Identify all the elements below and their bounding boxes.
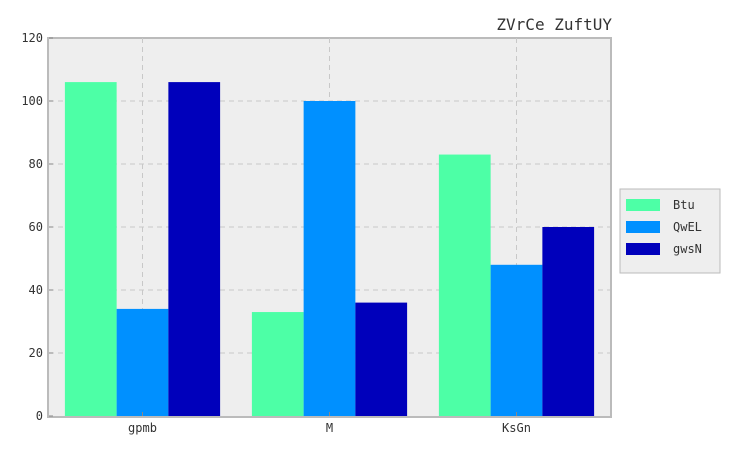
bar-QwEL-M <box>303 101 356 416</box>
legend-label: gwsN <box>673 242 702 256</box>
y-tick-label: 0 <box>36 409 43 423</box>
legend-swatch <box>626 221 660 233</box>
bar-gwsN-KsGn <box>542 227 595 416</box>
bar-Btu-KsGn <box>438 154 491 417</box>
legend-swatch <box>626 243 660 255</box>
bar-Btu-gpmb <box>64 82 117 416</box>
legend-label: Btu <box>673 198 695 212</box>
bar-gwsN-gpmb <box>168 82 221 416</box>
y-tick-label: 80 <box>29 157 43 171</box>
chart-title: ZVrCe ZuftUY <box>496 15 612 34</box>
x-tick-label: gpmb <box>128 421 157 435</box>
x-tick-label: KsGn <box>502 421 531 435</box>
y-tick-label: 40 <box>29 283 43 297</box>
bar-QwEL-gpmb <box>116 308 169 416</box>
legend-label: QwEL <box>673 220 702 234</box>
bar-gwsN-M <box>355 302 408 416</box>
y-tick-label: 60 <box>29 220 43 234</box>
x-tick-label: M <box>326 421 333 435</box>
bars-group <box>64 82 595 417</box>
y-tick-label: 20 <box>29 346 43 360</box>
legend-swatch <box>626 199 660 211</box>
y-tick-label: 120 <box>21 31 43 45</box>
y-axis: 0 20 40 60 80 100 120 <box>21 31 53 423</box>
x-axis: gpmb M KsGn <box>128 412 531 435</box>
bar-QwEL-KsGn <box>490 264 543 416</box>
legend: Btu QwEL gwsN <box>619 188 721 274</box>
y-tick-label: 100 <box>21 94 43 108</box>
bar-Btu-M <box>251 312 304 416</box>
